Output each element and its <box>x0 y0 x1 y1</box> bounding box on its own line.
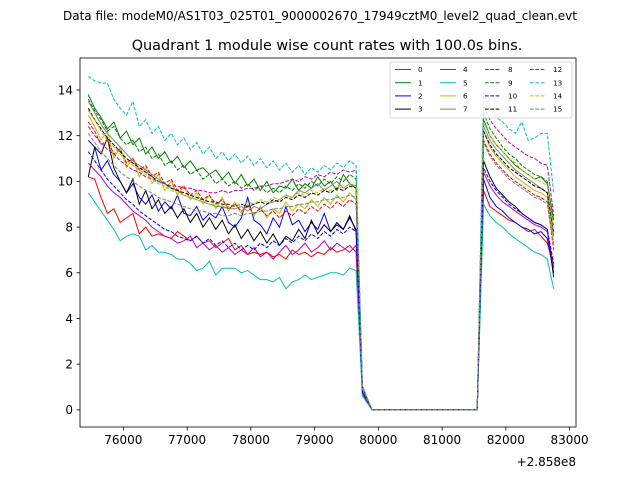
y-tick-label: 0 <box>65 403 73 417</box>
y-tick-label: 10 <box>58 175 73 189</box>
series-line-12 <box>87 105 555 411</box>
series-line-10 <box>87 151 555 411</box>
x-tick-label: 82000 <box>487 433 525 447</box>
x-tick-label: 83000 <box>551 433 589 447</box>
legend-label-13: 13 <box>553 78 562 87</box>
series-line-7 <box>87 101 555 411</box>
x-axis-offset-label: +2.858e8 <box>517 455 576 469</box>
y-tick-label: 8 <box>65 220 73 234</box>
series-line-5 <box>87 192 555 411</box>
y-tick-label: 12 <box>58 129 73 143</box>
axes-frame <box>79 57 577 428</box>
x-tick-label: 78000 <box>232 433 270 447</box>
legend-label-2: 2 <box>418 92 423 101</box>
x-tick-label: 77000 <box>168 433 206 447</box>
plot-area <box>87 75 555 411</box>
axes: 76000 77000 78000 79000 80000 81000 82000 83000… <box>58 57 589 447</box>
y-tick-label: 2 <box>65 357 73 371</box>
chart-suptitle: Data file: modeM0/AS1T03_025T01_90000026… <box>63 9 577 23</box>
legend-label-6: 6 <box>463 92 468 101</box>
legend-label-0: 0 <box>418 65 423 74</box>
legend-label-1: 1 <box>418 78 423 87</box>
legend-label-11: 11 <box>508 105 517 114</box>
series-line-6 <box>87 114 555 411</box>
x-tick-label: 80000 <box>359 433 397 447</box>
legend-label-10: 10 <box>508 92 518 101</box>
series-line-14 <box>87 110 555 411</box>
legend-label-9: 9 <box>508 78 513 87</box>
y-tick-label: 4 <box>65 312 73 326</box>
x-tick-label: 76000 <box>104 433 142 447</box>
legend-label-5: 5 <box>463 78 468 87</box>
legend-label-4: 4 <box>463 65 468 74</box>
legend-label-3: 3 <box>418 105 423 114</box>
series-line-11 <box>87 108 555 411</box>
y-tick-label: 14 <box>58 83 73 97</box>
chart-title: Quadrant 1 module wise count rates with … <box>132 38 523 54</box>
legend-box <box>389 61 573 119</box>
x-tick-label: 81000 <box>423 433 461 447</box>
y-tick-label: 6 <box>65 266 73 280</box>
legend-label-7: 7 <box>463 105 468 114</box>
legend-label-15: 15 <box>553 105 562 114</box>
x-tick-label: 79000 <box>296 433 334 447</box>
legend-label-12: 12 <box>553 65 562 74</box>
series-line-0 <box>88 176 555 411</box>
series-line-15 <box>87 133 555 411</box>
legend-label-14: 14 <box>553 92 563 101</box>
legend-label-8: 8 <box>508 65 513 74</box>
